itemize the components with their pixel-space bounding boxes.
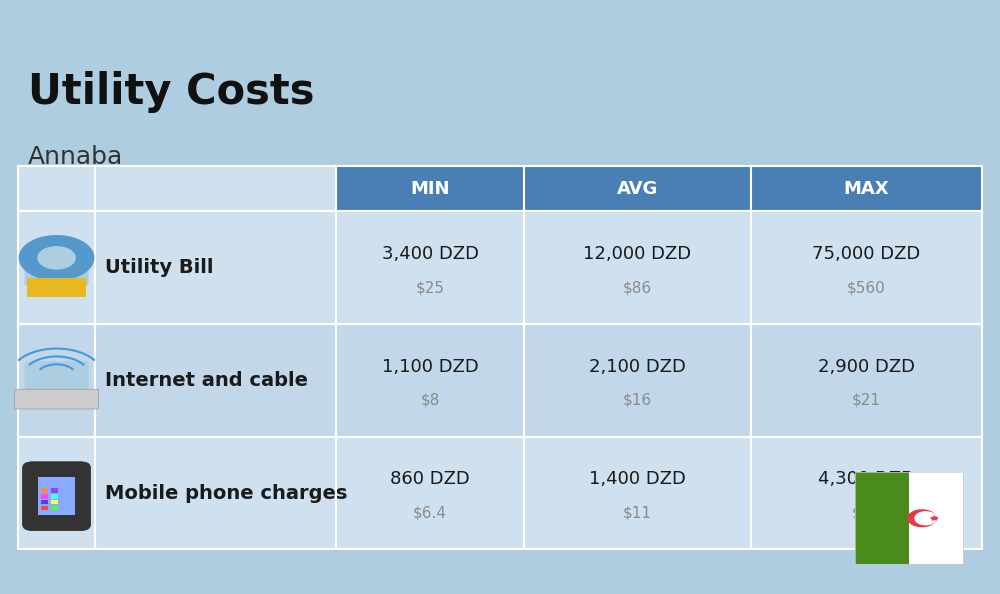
FancyBboxPatch shape (524, 324, 751, 437)
FancyBboxPatch shape (51, 500, 58, 504)
Text: 12,000 DZD: 12,000 DZD (583, 245, 691, 263)
Text: MAX: MAX (844, 179, 889, 198)
FancyBboxPatch shape (95, 437, 336, 549)
FancyBboxPatch shape (524, 437, 751, 549)
FancyBboxPatch shape (18, 211, 95, 324)
FancyBboxPatch shape (27, 277, 86, 298)
Polygon shape (915, 512, 937, 525)
FancyBboxPatch shape (25, 248, 89, 286)
FancyBboxPatch shape (41, 500, 48, 504)
FancyBboxPatch shape (336, 437, 524, 549)
Text: $21: $21 (852, 393, 881, 408)
Polygon shape (38, 247, 75, 269)
Text: 860 DZD: 860 DZD (390, 470, 470, 488)
FancyBboxPatch shape (751, 166, 982, 211)
FancyBboxPatch shape (41, 506, 48, 510)
FancyBboxPatch shape (25, 474, 89, 512)
FancyBboxPatch shape (38, 477, 75, 515)
FancyBboxPatch shape (95, 166, 336, 211)
FancyBboxPatch shape (25, 361, 89, 399)
FancyBboxPatch shape (855, 472, 909, 564)
Text: Utility Bill: Utility Bill (105, 258, 214, 277)
Text: 4,300 DZD: 4,300 DZD (818, 470, 915, 488)
FancyBboxPatch shape (524, 211, 751, 324)
FancyBboxPatch shape (336, 211, 524, 324)
FancyBboxPatch shape (95, 324, 336, 437)
Text: $8: $8 (420, 393, 440, 408)
FancyBboxPatch shape (41, 494, 48, 498)
Text: Annaba: Annaba (28, 146, 123, 169)
Polygon shape (931, 516, 938, 520)
Text: Internet and cable: Internet and cable (105, 371, 308, 390)
Text: 3,400 DZD: 3,400 DZD (382, 245, 479, 263)
FancyBboxPatch shape (524, 166, 751, 211)
FancyBboxPatch shape (51, 488, 58, 492)
FancyBboxPatch shape (18, 437, 95, 549)
FancyBboxPatch shape (95, 211, 336, 324)
Text: MIN: MIN (410, 179, 450, 198)
Text: $86: $86 (623, 280, 652, 295)
Text: $11: $11 (623, 506, 652, 521)
FancyBboxPatch shape (23, 462, 90, 530)
FancyBboxPatch shape (751, 324, 982, 437)
FancyBboxPatch shape (751, 211, 982, 324)
Text: 2,100 DZD: 2,100 DZD (589, 358, 686, 375)
Text: $6.4: $6.4 (413, 506, 447, 521)
Polygon shape (19, 236, 94, 280)
FancyBboxPatch shape (751, 437, 982, 549)
Text: $16: $16 (623, 393, 652, 408)
Text: 1,400 DZD: 1,400 DZD (589, 470, 686, 488)
FancyBboxPatch shape (51, 494, 58, 498)
Text: Utility Costs: Utility Costs (28, 71, 314, 113)
FancyBboxPatch shape (18, 166, 95, 211)
Text: 75,000 DZD: 75,000 DZD (812, 245, 920, 263)
Text: Mobile phone charges: Mobile phone charges (105, 484, 347, 503)
Text: 2,900 DZD: 2,900 DZD (818, 358, 915, 375)
FancyBboxPatch shape (51, 506, 58, 510)
FancyBboxPatch shape (18, 324, 95, 437)
Text: $32: $32 (852, 506, 881, 521)
FancyBboxPatch shape (336, 166, 524, 211)
Polygon shape (908, 510, 936, 527)
Text: $25: $25 (416, 280, 445, 295)
FancyBboxPatch shape (15, 389, 98, 409)
FancyBboxPatch shape (909, 472, 963, 564)
Text: $560: $560 (847, 280, 886, 295)
Text: AVG: AVG (617, 179, 658, 198)
FancyBboxPatch shape (41, 488, 48, 492)
Text: 1,100 DZD: 1,100 DZD (382, 358, 478, 375)
FancyBboxPatch shape (336, 324, 524, 437)
